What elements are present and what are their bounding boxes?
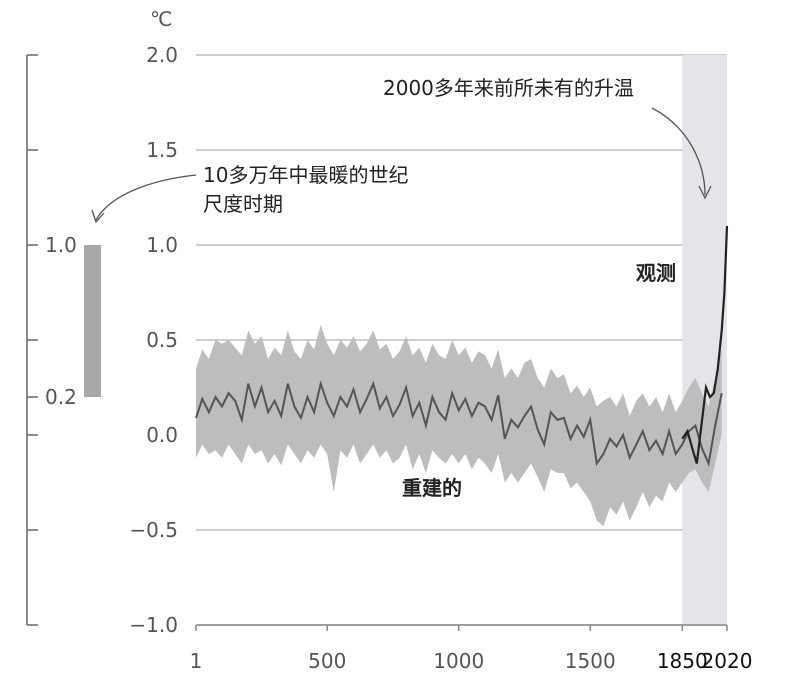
y-tick-label: 0.5	[146, 328, 178, 352]
y-tick-label: 1.5	[146, 138, 178, 162]
y-tick-label: 1.0	[146, 233, 178, 257]
warmest-period-bar	[84, 245, 101, 397]
left-tick-label: 1.0	[45, 233, 77, 257]
reconstructed-series-line	[195, 380, 723, 467]
left-axis	[26, 54, 38, 626]
annotation-arrow	[95, 174, 197, 221]
observation-period-shading	[682, 55, 727, 625]
left-tick-label: 0.2	[45, 385, 77, 409]
arrowhead-icon	[91, 209, 105, 224]
x-tick-label: 1	[190, 649, 203, 673]
annotation-arrow	[651, 107, 706, 196]
observed-series-line	[681, 225, 729, 464]
reconstructed-label: 重建的	[402, 476, 462, 500]
x-tick-label: 1500	[565, 649, 616, 673]
x-tick-label: 2020	[702, 649, 753, 673]
arrowhead-icon	[698, 185, 712, 200]
annotation-unprecedented-warming: 2000多年来前所未有的升温	[383, 76, 634, 100]
y-axis: 2.0 1.5 1.0 0.5 0.0 −0.5 −1.0	[129, 43, 178, 637]
observed-label: 观测	[636, 261, 676, 285]
x-tick-label: 500	[308, 649, 346, 673]
x-tick-label: 1850	[657, 649, 708, 673]
reconstruction-uncertainty-band	[196, 324, 722, 527]
grid	[196, 54, 727, 626]
unit-label: ℃	[150, 7, 172, 31]
y-tick-label: −0.5	[129, 518, 178, 542]
y-tick-label: 0.0	[146, 423, 178, 447]
y-tick-label: 2.0	[146, 43, 178, 67]
annotation-warmest-line2: 尺度时期	[203, 192, 283, 216]
annotation-warmest-line1: 10多万年中最暖的世纪	[203, 163, 408, 187]
y-tick-label: −1.0	[129, 613, 178, 637]
x-tick-label: 1000	[433, 649, 484, 673]
